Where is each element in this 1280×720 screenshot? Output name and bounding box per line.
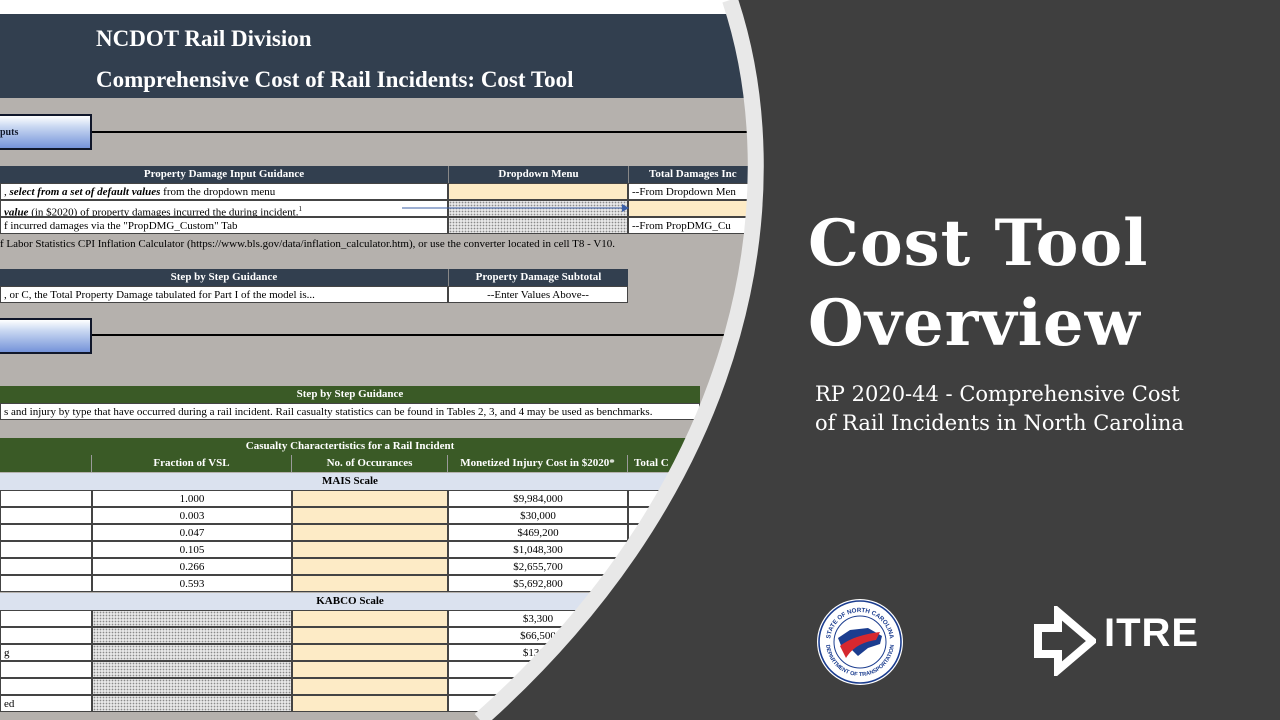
kabco-row-fraction-disabled bbox=[92, 610, 292, 627]
mais-row-total bbox=[628, 507, 728, 524]
kabco-row-occurances-input[interactable] bbox=[292, 610, 448, 627]
kabco-row-cost: $3,300 bbox=[448, 610, 628, 627]
casualty-col-blank bbox=[0, 455, 92, 472]
sheet-org-title: NCDOT Rail Division bbox=[96, 26, 312, 51]
mais-row-label bbox=[0, 490, 92, 507]
kabco-row-fraction-disabled bbox=[92, 627, 292, 644]
mais-row-label bbox=[0, 524, 92, 541]
itre-wordmark: ITRE bbox=[1104, 611, 1200, 655]
pd-dropdown-header: Dropdown Menu bbox=[448, 166, 628, 183]
mais-row-label bbox=[0, 507, 92, 524]
pd-row-2-guidance: value (in $2020) of property damages inc… bbox=[0, 200, 448, 217]
pd-row-1-total: --From Dropdown Men bbox=[628, 183, 768, 200]
kabco-row-label: g bbox=[0, 644, 92, 661]
casualty-step-text: s and injury by type that have occurred … bbox=[0, 403, 700, 420]
kabco-row-label bbox=[0, 678, 92, 695]
mais-row-label bbox=[0, 558, 92, 575]
mais-row-fraction: 0.105 bbox=[92, 541, 292, 558]
kabco-row-label bbox=[0, 610, 92, 627]
mais-row-fraction: 0.266 bbox=[92, 558, 292, 575]
pd-guidance-header: Property Damage Input Guidance bbox=[0, 166, 448, 183]
mais-row-total bbox=[628, 558, 728, 575]
kabco-row-cost: $130,0 bbox=[448, 644, 628, 661]
kabco-row-occurances-input[interactable] bbox=[292, 695, 448, 712]
arrow-right-icon bbox=[400, 203, 630, 213]
mais-row-total bbox=[628, 524, 728, 541]
mais-row-fraction: 1.000 bbox=[92, 490, 292, 507]
mais-scale-label: MAIS Scale bbox=[0, 473, 700, 490]
subtitle-line-1: RP 2020-44 - Comprehensive Cost bbox=[815, 382, 1180, 406]
mais-row-occurances-input[interactable] bbox=[292, 575, 448, 592]
casualty-table-title: Casualty Charactertistics for a Rail Inc… bbox=[0, 438, 700, 455]
title-line-1: Cost Tool bbox=[808, 206, 1149, 281]
mais-row-cost: $469,200 bbox=[448, 524, 628, 541]
pd-row-1-dropdown[interactable] bbox=[448, 183, 628, 200]
casualty-col-occurances: No. of Occurances bbox=[292, 455, 448, 472]
kabco-row-fraction-disabled bbox=[92, 644, 292, 661]
section-divider-2 bbox=[92, 334, 752, 336]
kabco-scale-label: KABCO Scale bbox=[0, 593, 700, 610]
casualty-section-button[interactable] bbox=[0, 318, 92, 354]
mais-row-total bbox=[628, 490, 728, 507]
mais-row-cost: $1,048,300 bbox=[448, 541, 628, 558]
kabco-row-label bbox=[0, 627, 92, 644]
mais-row-cost: $9,984,000 bbox=[448, 490, 628, 507]
subtitle-line-2: of Rail Incidents in North Carolina bbox=[815, 411, 1184, 435]
casualty-col-cost: Monetized Injury Cost in $2020* bbox=[448, 455, 628, 472]
pd-footnote: f Labor Statistics CPI Inflation Calcula… bbox=[0, 238, 616, 250]
title-line-2: Overview bbox=[808, 286, 1141, 361]
mais-row-occurances-input[interactable] bbox=[292, 490, 448, 507]
kabco-row-cost: $ bbox=[448, 678, 628, 695]
pd-subtotal-header: Property Damage Subtotal bbox=[448, 269, 628, 286]
sheet-top-strip bbox=[0, 0, 760, 14]
pd-row-3-dropdown-disabled bbox=[448, 217, 628, 234]
kabco-row-occurances-input[interactable] bbox=[292, 627, 448, 644]
kabco-row-occurances-input[interactable] bbox=[292, 678, 448, 695]
mais-row-label bbox=[0, 541, 92, 558]
pd-total-header: Total Damages Inc bbox=[628, 166, 768, 183]
kabco-row-occurances-input[interactable] bbox=[292, 661, 448, 678]
kabco-row-occurances-input[interactable] bbox=[292, 644, 448, 661]
kabco-row-fraction-disabled bbox=[92, 695, 292, 712]
mais-row-cost: $5,692,800 bbox=[448, 575, 628, 592]
mais-row-total bbox=[628, 541, 728, 558]
itre-arrow-icon bbox=[1034, 606, 1096, 676]
kabco-row-cost bbox=[448, 695, 628, 712]
sheet-tool-title: Comprehensive Cost of Rail Incidents: Co… bbox=[96, 67, 574, 92]
mais-row-fraction: 0.593 bbox=[92, 575, 292, 592]
mais-row-occurances-input[interactable] bbox=[292, 558, 448, 575]
mais-row-cost: $30,000 bbox=[448, 507, 628, 524]
mais-row-occurances-input[interactable] bbox=[292, 541, 448, 558]
ncdot-seal-icon: STATE OF NORTH CAROLINA DEPARTMENT OF TR… bbox=[817, 599, 903, 685]
pd-row-3-guidance: f incurred damages via the "PropDMG_Cust… bbox=[0, 217, 448, 234]
mais-row-occurances-input[interactable] bbox=[292, 524, 448, 541]
kabco-row-cost: $47 bbox=[448, 661, 628, 678]
pd-row-1-guidance: , select from a set of default values fr… bbox=[0, 183, 448, 200]
casualty-step-header: Step by Step Guidance bbox=[0, 386, 700, 403]
kabco-row-cost: $66,500 bbox=[448, 627, 628, 644]
mais-row-cost: $2,655,700 bbox=[448, 558, 628, 575]
casualty-col-total: Total C bbox=[628, 455, 728, 472]
kabco-row-fraction-disabled bbox=[92, 678, 292, 695]
sheet-banner: NCDOT Rail Division Comprehensive Cost o… bbox=[0, 14, 760, 98]
pd-step-text: , or C, the Total Property Damage tabula… bbox=[0, 286, 448, 303]
kabco-row-fraction-disabled bbox=[92, 661, 292, 678]
inputs-section-button[interactable]: puts bbox=[0, 114, 92, 150]
pd-step-guidance-header: Step by Step Guidance bbox=[0, 269, 448, 286]
casualty-col-fraction: Fraction of VSL bbox=[92, 455, 292, 472]
mais-row-label bbox=[0, 575, 92, 592]
kabco-row-label bbox=[0, 661, 92, 678]
mais-row-total bbox=[628, 575, 728, 592]
pd-subtotal-value: --Enter Values Above-- bbox=[448, 286, 628, 303]
pd-row-2-total-input[interactable] bbox=[628, 200, 768, 217]
kabco-row-label: ed bbox=[0, 695, 92, 712]
mais-row-fraction: 0.003 bbox=[92, 507, 292, 524]
pd-row-3-total: --From PropDMG_Cu bbox=[628, 217, 768, 234]
title-panel: Cost Tool Overview RP 2020-44 - Comprehe… bbox=[760, 0, 1280, 720]
section-divider bbox=[92, 131, 752, 133]
itre-logo: ITRE bbox=[1034, 606, 1204, 676]
mais-row-fraction: 0.047 bbox=[92, 524, 292, 541]
mais-row-occurances-input[interactable] bbox=[292, 507, 448, 524]
